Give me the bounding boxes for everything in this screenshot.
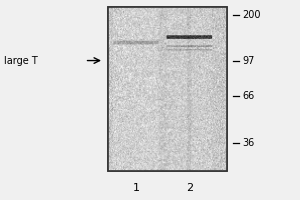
Text: 2: 2 bbox=[187, 183, 194, 193]
Text: 36: 36 bbox=[242, 138, 254, 148]
Bar bbox=[108, 7, 227, 171]
Text: 200: 200 bbox=[242, 10, 261, 20]
Bar bbox=[108, 7, 227, 171]
Text: 66: 66 bbox=[242, 91, 254, 101]
Text: 97: 97 bbox=[242, 56, 254, 66]
Text: large T: large T bbox=[4, 56, 38, 66]
Text: 1: 1 bbox=[133, 183, 140, 193]
